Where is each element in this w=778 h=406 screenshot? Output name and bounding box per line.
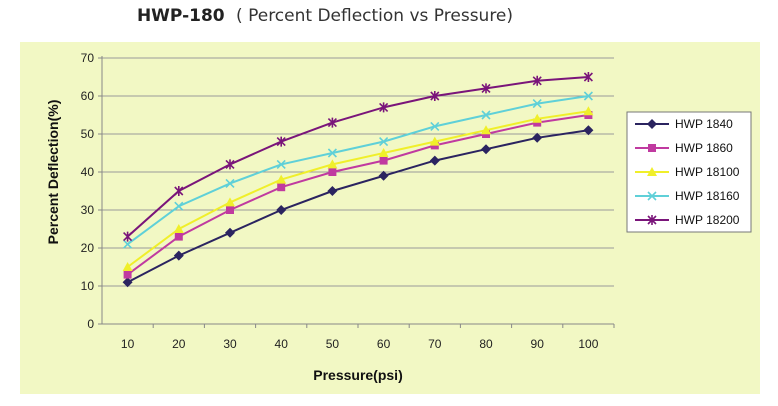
x-tick-label: 50 xyxy=(326,337,340,351)
data-point xyxy=(225,178,235,188)
data-point xyxy=(481,110,491,120)
data-point xyxy=(429,155,440,166)
legend-marker xyxy=(648,144,656,152)
data-point xyxy=(327,186,338,196)
y-axis-title: Percent Deflection(%) xyxy=(45,100,61,245)
x-tick-label: 30 xyxy=(223,337,237,351)
axes: 0 10 20 30 40 50 60 70 10 20 30 40 50 60 70 80 90 100 xyxy=(81,51,615,351)
data-point xyxy=(379,137,389,147)
data-point xyxy=(378,170,389,181)
legend: HWP 1840 HWP 1860 HWP 18100 HWP 18160 HWP 18… xyxy=(626,111,752,233)
data-point xyxy=(225,227,235,238)
legend-label: HWP 18200 xyxy=(675,213,740,227)
data-point xyxy=(276,205,287,215)
x-axis-title: Pressure(psi) xyxy=(313,367,402,383)
series-hwp-18200 xyxy=(123,72,593,242)
x-tick-label: 100 xyxy=(578,337,598,351)
series-line xyxy=(127,110,589,268)
data-point xyxy=(122,277,133,288)
x-tick-label: 80 xyxy=(479,337,493,351)
data-point xyxy=(174,232,183,241)
data-point xyxy=(481,125,491,135)
legend-item: HWP 18160 xyxy=(635,189,740,203)
data-point xyxy=(379,102,389,113)
chart-title: HWP-180 ( Percent Deflection vs Pressure… xyxy=(0,6,650,26)
y-tick-label: 20 xyxy=(81,241,95,255)
series-group xyxy=(122,72,594,288)
legend-label: HWP 18160 xyxy=(675,189,740,203)
x-tick-label: 70 xyxy=(428,337,442,351)
legend-label: HWP 18100 xyxy=(675,165,740,179)
x-tick-label: 90 xyxy=(531,337,545,351)
data-point xyxy=(123,270,132,279)
data-point xyxy=(174,186,184,196)
x-tick-label: 20 xyxy=(172,337,186,351)
data-point xyxy=(532,75,542,86)
series-hwp-1840 xyxy=(122,125,594,288)
series-line xyxy=(127,114,589,276)
data-point xyxy=(532,113,543,123)
series-hwp-18160 xyxy=(123,91,593,249)
data-point xyxy=(481,144,491,155)
chart-title-main: HWP-180 xyxy=(136,6,225,26)
data-point xyxy=(226,206,234,214)
x-tick-label: 10 xyxy=(121,337,135,351)
data-point xyxy=(429,136,440,146)
legend-item: HWP 1860 xyxy=(635,141,733,155)
series-line xyxy=(126,76,589,238)
series-line xyxy=(127,129,589,284)
legend-marker xyxy=(647,167,657,176)
legend-item: HWP 18100 xyxy=(635,165,740,179)
x-tick-label: 60 xyxy=(377,337,391,351)
y-tick-label: 40 xyxy=(81,165,95,179)
data-point xyxy=(276,159,286,169)
legend-item: HWP 1840 xyxy=(635,117,733,131)
data-point xyxy=(379,156,388,165)
legend-marker xyxy=(647,119,657,129)
data-point xyxy=(122,262,133,271)
data-point xyxy=(328,168,337,176)
y-tick-label: 0 xyxy=(87,317,94,331)
legend-label: HWP 1840 xyxy=(675,117,733,131)
data-point xyxy=(583,91,593,101)
data-point xyxy=(174,201,184,211)
data-point xyxy=(276,136,286,147)
data-point xyxy=(481,83,491,94)
data-point xyxy=(173,250,184,261)
gridlines xyxy=(102,57,614,287)
data-point xyxy=(583,106,594,116)
chart-title-sub: ( Percent Deflection vs Pressure) xyxy=(236,6,514,26)
data-point xyxy=(225,159,235,170)
data-point xyxy=(123,231,133,242)
data-point xyxy=(173,224,184,233)
data-point xyxy=(430,121,440,131)
data-point xyxy=(583,125,594,136)
y-tick-label: 60 xyxy=(81,89,95,103)
data-point xyxy=(378,148,389,157)
legend-item: HWP 18200 xyxy=(635,213,740,227)
series-hwp-18100 xyxy=(122,106,594,271)
data-point xyxy=(532,99,542,109)
data-point xyxy=(225,197,235,207)
data-point xyxy=(123,239,133,249)
series-line xyxy=(127,95,589,246)
data-point xyxy=(327,159,338,169)
y-tick-label: 50 xyxy=(81,127,95,141)
data-point xyxy=(327,117,337,128)
data-point xyxy=(532,132,543,143)
data-point xyxy=(583,72,593,82)
data-point xyxy=(276,174,287,184)
data-point xyxy=(327,148,337,158)
data-point xyxy=(277,183,286,192)
y-tick-label: 70 xyxy=(81,51,95,65)
legend-marker xyxy=(647,215,657,225)
legend-label: HWP 1860 xyxy=(675,141,733,155)
y-tick-label: 30 xyxy=(81,203,95,217)
y-tick-label: 10 xyxy=(81,279,95,293)
legend-marker xyxy=(647,191,657,201)
x-tick-label: 40 xyxy=(275,337,289,351)
data-point xyxy=(430,91,440,101)
